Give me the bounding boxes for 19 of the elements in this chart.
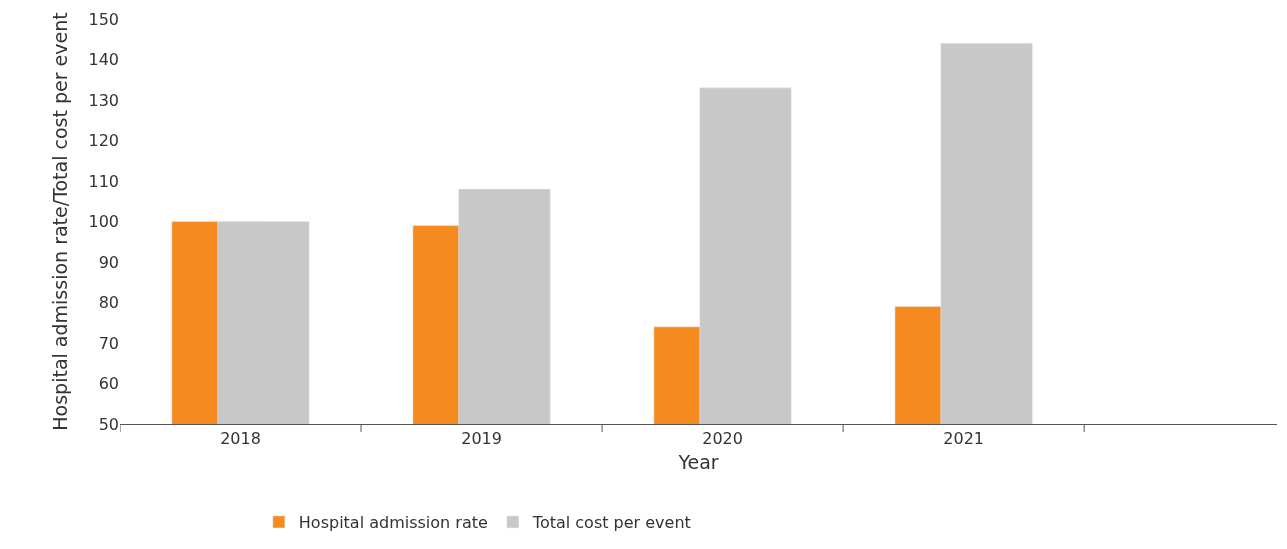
x-tick-label: 2021 [943, 429, 985, 449]
x-tick-label: 2018 [220, 429, 261, 449]
legend-label: Hospital admission rate [298, 513, 488, 533]
legend-label: Total cost per event [531, 513, 691, 533]
y-tick-label: 90 [98, 252, 119, 272]
y-tick-label: 80 [98, 293, 119, 313]
y-tick-label: 50 [98, 414, 119, 434]
y-tick-label: 140 [88, 50, 119, 70]
y-tick-label: 130 [88, 90, 119, 110]
y-tick-label: 110 [88, 171, 119, 191]
y-tick-label: 60 [98, 374, 119, 394]
y-tick-label: 70 [98, 333, 119, 353]
y-tick-label: 120 [88, 131, 119, 151]
y-tick-label: 150 [88, 9, 119, 29]
x-tick-label: 2020 [702, 429, 743, 449]
x-axis-title: Year [677, 451, 719, 473]
y-tick-label: 100 [88, 212, 119, 232]
y-axis-title: Hospital admission rate/Total cost per event [49, 12, 72, 431]
x-tick-label: 2019 [461, 429, 502, 449]
